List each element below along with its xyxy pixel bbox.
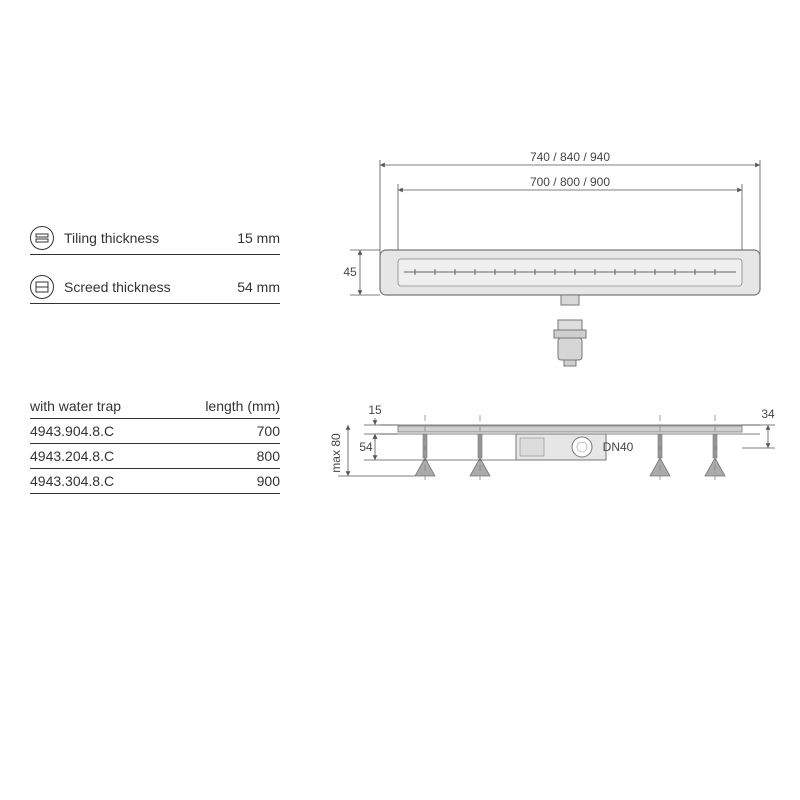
page: Tiling thickness 15 mm Screed thickness … <box>0 0 800 800</box>
table-cell-code: 4943.304.8.C <box>30 469 167 494</box>
siphon-connector <box>554 320 586 366</box>
dim-outer: 740 / 840 / 940 <box>530 150 610 164</box>
table-header-len: length (mm) <box>167 394 280 419</box>
table-row: 4943.204.8.C 800 <box>30 444 280 469</box>
dim-45: 45 <box>343 265 357 279</box>
variant-table: with water trap length (mm) 4943.904.8.C… <box>30 394 280 494</box>
table-header-code: with water trap <box>30 394 167 419</box>
table-row: 4943.904.8.C 700 <box>30 419 280 444</box>
dim-34: 34 <box>761 407 775 421</box>
spec-column: Tiling thickness 15 mm Screed thickness … <box>30 220 280 494</box>
spec-screed-label: Screed thickness <box>64 279 237 295</box>
spec-tiling-label: Tiling thickness <box>64 230 237 246</box>
spec-tiling-value: 15 mm <box>237 230 280 246</box>
dim-inner: 700 / 800 / 900 <box>530 175 610 189</box>
table-cell-code: 4943.904.8.C <box>30 419 167 444</box>
pipe-label: DN40 <box>603 440 634 454</box>
spec-tiling: Tiling thickness 15 mm <box>30 220 280 255</box>
table-row: 4943.304.8.C 900 <box>30 469 280 494</box>
table-cell-len: 700 <box>167 419 280 444</box>
dim-15: 15 <box>368 403 382 417</box>
side-view: DN40 <box>380 415 760 480</box>
table-cell-len: 800 <box>167 444 280 469</box>
table-cell-code: 4943.204.8.C <box>30 444 167 469</box>
dim-54: 54 <box>359 440 373 454</box>
dim-max80: max 80 <box>329 433 343 473</box>
tiling-icon <box>30 226 54 250</box>
table-cell-len: 900 <box>167 469 280 494</box>
technical-drawing: 740 / 840 / 940 700 / 800 / 900 <box>320 150 780 610</box>
spec-screed-value: 54 mm <box>237 279 280 295</box>
screed-icon <box>30 275 54 299</box>
spec-screed: Screed thickness 54 mm <box>30 269 280 304</box>
